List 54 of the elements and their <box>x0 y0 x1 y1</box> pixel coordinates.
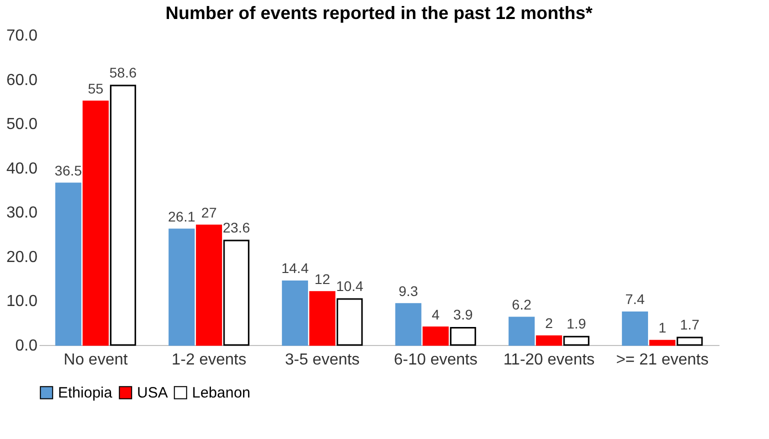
bar <box>110 84 136 346</box>
data-label: 9.3 <box>398 282 418 299</box>
data-label: 14.4 <box>281 260 309 276</box>
bar <box>536 335 562 346</box>
bar <box>55 182 82 346</box>
chart-title: Number of events reported in the past 12 months* <box>165 3 593 23</box>
x-tick-label: 6-10 events <box>394 352 478 368</box>
bar <box>223 240 250 346</box>
bar <box>622 311 648 346</box>
data-label: 12 <box>314 270 330 287</box>
legend-label: Lebanon <box>192 384 250 402</box>
x-tick-label: 1-2 events <box>172 352 246 368</box>
y-tick-label: 60.0 <box>6 72 38 89</box>
data-label: 10.4 <box>336 278 364 294</box>
y-tick-label: 20.0 <box>6 248 38 266</box>
bar <box>676 336 703 346</box>
legend-label: USA <box>137 384 168 402</box>
x-tick-label: 11-20 events <box>503 352 595 368</box>
y-tick-label: 30.0 <box>6 204 38 222</box>
data-label: 1.9 <box>566 316 586 332</box>
data-label: 58.6 <box>109 64 137 80</box>
data-label: 26.1 <box>168 208 196 224</box>
y-tick-label: 0.0 <box>15 338 38 354</box>
data-label: 4 <box>432 306 440 322</box>
bar <box>168 228 195 346</box>
data-label: 23.6 <box>222 219 250 236</box>
data-label: 55 <box>88 80 104 96</box>
legend-label: Ethiopia <box>58 384 113 402</box>
bar <box>649 340 676 346</box>
bar <box>395 303 422 346</box>
bar <box>508 316 535 346</box>
bar <box>82 100 109 346</box>
x-tick-label: 3-5 events <box>284 352 360 368</box>
x-tick-label: No event <box>64 352 128 368</box>
bar <box>309 291 336 346</box>
data-label: 2 <box>545 315 554 332</box>
bar <box>422 326 449 346</box>
bar <box>196 224 222 346</box>
bar <box>282 280 308 346</box>
y-tick-label: 40.0 <box>6 160 38 178</box>
data-label: 36.5 <box>54 162 82 178</box>
y-tick-label: 70.0 <box>6 28 38 44</box>
data-label: 7.4 <box>625 291 645 308</box>
bar <box>450 326 476 346</box>
data-label: 6.2 <box>512 296 532 313</box>
data-label: 1.7 <box>680 316 700 332</box>
bar <box>563 336 590 346</box>
bar <box>336 298 363 346</box>
y-tick-label: 10.0 <box>6 293 38 310</box>
x-tick-label: >= 21 events <box>616 352 709 368</box>
data-label: 1 <box>658 320 666 336</box>
data-label: 3.9 <box>453 306 473 323</box>
data-label: 27 <box>201 204 217 220</box>
y-tick-label: 50.0 <box>6 116 38 134</box>
